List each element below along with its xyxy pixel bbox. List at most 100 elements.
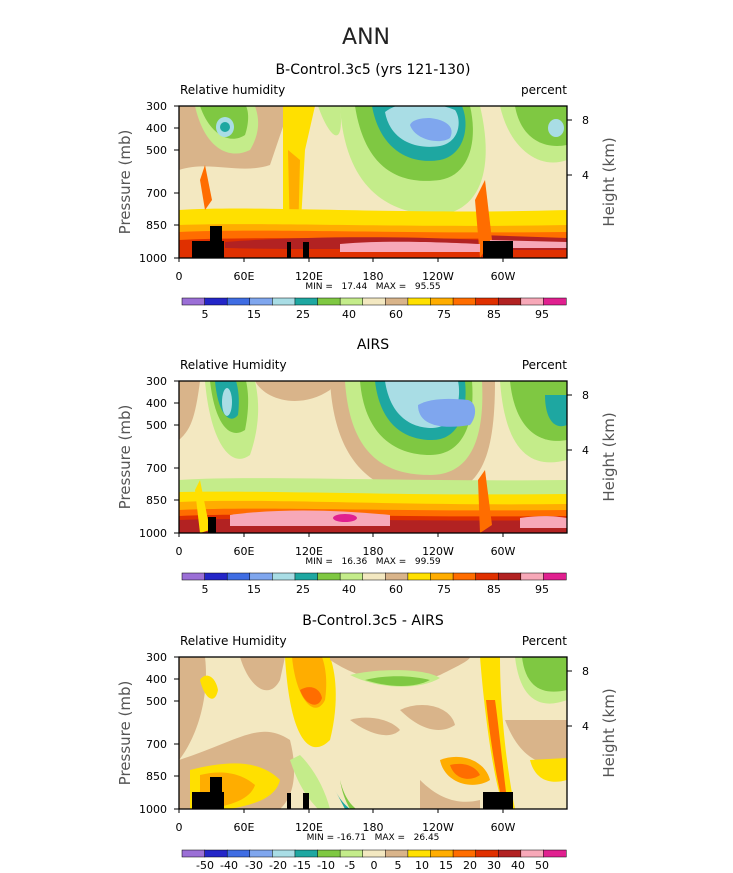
x-tick-label: 180 <box>363 821 384 834</box>
right-label: Percent <box>522 358 567 372</box>
colorbar-swatch <box>543 572 567 581</box>
colorbar-swatch <box>543 297 567 306</box>
x-tick-label: 120E <box>295 270 323 283</box>
colorbar-label: 0 <box>371 859 378 872</box>
colorbar-swatch <box>339 572 364 581</box>
colorbar-label: -10 <box>317 859 335 872</box>
colorbar-label: 30 <box>487 859 501 872</box>
colorbar-swatch <box>430 297 454 306</box>
x-tick-label: 0 <box>176 545 183 558</box>
y2-tick-label: 4 <box>582 169 589 182</box>
colorbar-swatch <box>385 297 409 306</box>
y-tick-label: 1000 <box>139 252 167 265</box>
colorbar-label: 75 <box>437 583 451 596</box>
panel-2: AIRS Relative Humidity Percent <box>116 337 618 596</box>
colorbar-labels: 5 15 25 40 60 75 85 95 <box>202 308 550 321</box>
colorbar-swatch <box>272 572 296 581</box>
y-axis-label: Pressure (mb) <box>116 130 134 235</box>
colorbar-swatch <box>272 849 296 858</box>
colorbar-swatch <box>204 297 228 306</box>
colorbar-swatch <box>497 572 522 581</box>
panel-title: B-Control.3c5 (yrs 121-130) <box>276 62 471 78</box>
y2-axis: 8 4 <box>567 114 589 182</box>
y-axis-label: Pressure (mb) <box>116 681 134 786</box>
min-max-stats: MIN = 16.36 MAX = 99.59 <box>305 557 441 567</box>
colorbar-swatch <box>249 849 273 858</box>
figure-title: ANN <box>342 25 390 50</box>
x-tick-label: 60E <box>234 545 255 558</box>
colorbar-swatch <box>520 297 544 306</box>
y2-axis: 8 4 <box>567 389 589 457</box>
colorbar-swatch <box>339 297 364 306</box>
x-tick-label: 120E <box>295 545 323 558</box>
x-tick-label: 60E <box>234 821 255 834</box>
colorbar-swatch <box>226 297 251 306</box>
x-tick-label: 60W <box>491 821 516 834</box>
colorbar-label: -50 <box>196 859 214 872</box>
y2-axis: 8 4 <box>567 665 589 733</box>
y-tick-label: 500 <box>146 144 167 157</box>
y-tick-label: 300 <box>146 375 167 388</box>
left-label: Relative humidity <box>180 83 285 97</box>
x-tick-label: 60E <box>234 270 255 283</box>
y-tick-label: 700 <box>146 187 167 200</box>
x-tick-label: 0 <box>176 270 183 283</box>
y-tick-label: 850 <box>146 494 167 507</box>
colorbar-swatch <box>317 572 341 581</box>
colorbar-swatch <box>452 572 477 581</box>
colorbar-swatch <box>407 297 432 306</box>
x-tick-label: 60W <box>491 545 516 558</box>
y-axis-label: Pressure (mb) <box>116 405 134 510</box>
colorbar-label: 10 <box>415 859 429 872</box>
colorbar-label: -20 <box>269 859 287 872</box>
y-tick-label: 500 <box>146 695 167 708</box>
y-axis: 300 400 500 700 850 1000 <box>139 651 179 816</box>
y-tick-label: 400 <box>146 397 167 410</box>
right-label: percent <box>521 83 567 97</box>
colorbar-swatch <box>181 849 206 858</box>
colorbar <box>181 572 567 581</box>
y-tick-label: 400 <box>146 673 167 686</box>
colorbar-swatch <box>520 572 544 581</box>
colorbar-label: 15 <box>247 308 261 321</box>
colorbar-label: 85 <box>487 583 501 596</box>
colorbar-swatch <box>249 572 273 581</box>
y2-tick-label: 4 <box>582 444 589 457</box>
colorbar-swatch <box>362 572 386 581</box>
x-axis: 0 60E 120E 180 120W 60W <box>176 809 516 834</box>
colorbar-label: 25 <box>296 308 310 321</box>
colorbar-label: 40 <box>342 308 356 321</box>
contour-field <box>179 381 567 533</box>
colorbar-label: 40 <box>511 859 525 872</box>
colorbar-swatch <box>294 849 319 858</box>
y2-axis-label: Height (km) <box>600 688 618 777</box>
colorbar-swatch <box>362 849 386 858</box>
colorbar-swatch <box>430 849 454 858</box>
left-label: Relative Humidity <box>180 358 287 372</box>
y2-tick-label: 4 <box>582 720 589 733</box>
x-tick-label: 180 <box>363 270 384 283</box>
contour-field <box>179 106 567 258</box>
colorbar-label: 40 <box>342 583 356 596</box>
y-tick-label: 300 <box>146 100 167 113</box>
colorbar-swatch <box>452 849 477 858</box>
colorbar-label: 95 <box>535 583 549 596</box>
colorbar-swatch <box>385 572 409 581</box>
y-tick-label: 1000 <box>139 803 167 816</box>
colorbar-swatch <box>226 849 251 858</box>
colorbar-swatch <box>520 849 544 858</box>
colorbar-swatch <box>317 297 341 306</box>
colorbar-swatch <box>181 572 206 581</box>
colorbar-swatch <box>475 572 499 581</box>
min-max-stats: MIN = -16.71 MAX = 26.45 <box>307 833 440 843</box>
colorbar-swatch <box>317 849 341 858</box>
colorbar-swatch <box>272 297 296 306</box>
colorbar-swatch <box>181 297 206 306</box>
x-tick-label: 120W <box>422 545 454 558</box>
colorbar-label: 75 <box>437 308 451 321</box>
x-tick-label: 120W <box>422 270 454 283</box>
colorbar-swatch <box>294 297 319 306</box>
colorbar-label: 20 <box>463 859 477 872</box>
y2-tick-label: 8 <box>582 665 589 678</box>
